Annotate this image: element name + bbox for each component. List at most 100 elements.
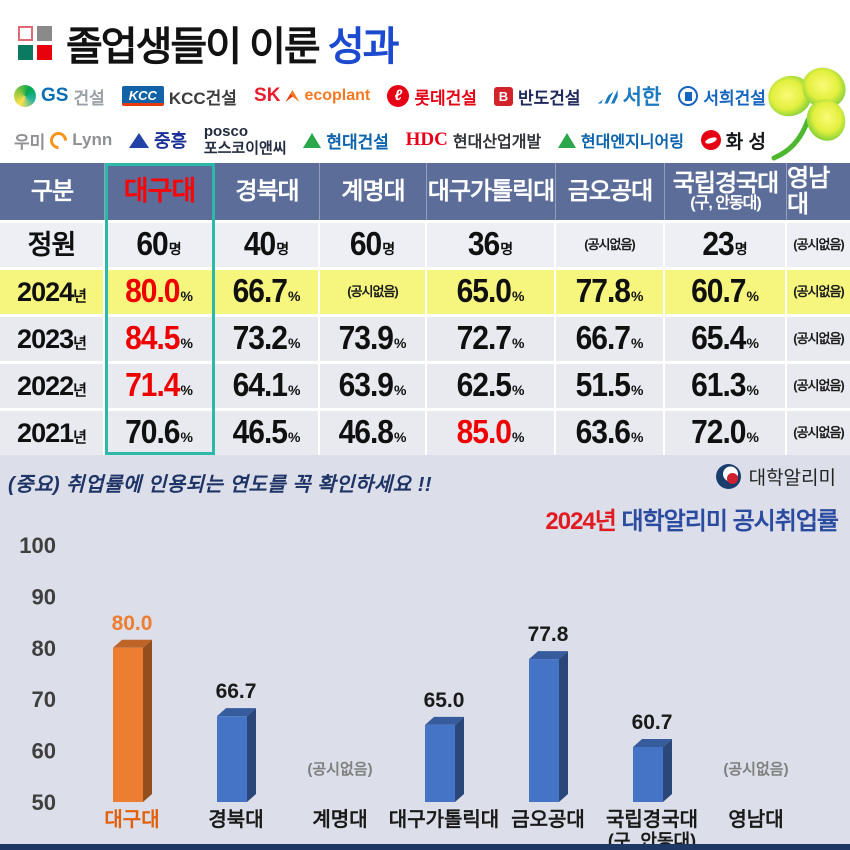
bar-category-label: 국립경국대 bbox=[606, 808, 698, 831]
bar-side-face bbox=[559, 651, 568, 802]
logo-item: 현대엔지니어링 bbox=[557, 128, 684, 152]
page-title-black: 졸업생들이 이룬 bbox=[66, 25, 328, 69]
employment-table: 구분 대구대 경북대 계명대 대구가톨릭대 금오공대 국립경국대 (구, 안동대) 영남대 정원 6… bbox=[0, 163, 850, 455]
bar-value-label: 77.8 bbox=[528, 623, 569, 646]
logo-text: 현대엔지니어링 bbox=[580, 134, 684, 151]
table-row: 2024년 80.0% 66.7% (공시없음) 65.0% 77.8% 60.7% (공시없… bbox=[0, 267, 850, 314]
logo-text: posco 포스코이앤씨 bbox=[203, 123, 287, 157]
logo-text: KCC건설 bbox=[168, 88, 237, 108]
partner-logos-row1: GS 건설 KCC KCC건설 SK ecoplant ℓ 롯데건설 B 반도건설 서한 서희건설 bbox=[14, 76, 766, 116]
logo-item: B 반도건설 bbox=[494, 84, 581, 109]
gs-icon bbox=[14, 85, 36, 107]
title-logo bbox=[18, 26, 52, 60]
logo-item: 화 성 bbox=[700, 127, 766, 154]
partner-logos: GS 건설 KCC KCC건설 SK ecoplant ℓ 롯데건설 B 반도건설 서한 서희건설 우… bbox=[14, 76, 766, 164]
table-cell: 36 명 bbox=[427, 223, 556, 267]
bar-value-label: 80.0 bbox=[112, 612, 153, 635]
table-cell: (공시없음) bbox=[320, 270, 427, 314]
tri-icon bbox=[303, 132, 322, 148]
bar-side-face bbox=[663, 739, 672, 802]
logo-text: GS bbox=[41, 85, 69, 106]
table-cell: 66.7% bbox=[215, 270, 320, 314]
bar-value-label: 65.0 bbox=[424, 689, 465, 712]
page-title: 졸업생들이 이룬 성과 bbox=[66, 14, 399, 72]
bar bbox=[217, 716, 247, 802]
logo-square bbox=[18, 26, 33, 41]
bar-category-label: 대구가톨릭대 bbox=[389, 808, 499, 831]
kcc-icon: KCC bbox=[121, 86, 164, 106]
logo-item: KCC KCC건설 bbox=[121, 84, 237, 109]
chart-title: 2024년 대학알리미 공시취업률 bbox=[545, 501, 839, 536]
bar-category-label: 계명대 bbox=[312, 808, 367, 831]
logo-square bbox=[37, 26, 52, 41]
logo-item: ℓ 롯데건설 bbox=[387, 84, 477, 109]
chart-title-year: 2024년 bbox=[545, 508, 616, 535]
employment-chart: 100 90 80 70 60 50 80.0 대구대 66.7 경북대 (공시없음) 계명대 65.0… bbox=[19, 533, 788, 844]
chart-title-rest: 대학알리미 공시취업률 bbox=[615, 508, 839, 535]
column-header: 국립경국대 (구, 안동대) bbox=[665, 163, 787, 220]
logo-item: 서한 bbox=[597, 81, 661, 111]
bar-category-label: 대구대 bbox=[104, 808, 159, 831]
bar-top-face bbox=[113, 639, 152, 648]
table-cell: 62.5% bbox=[427, 364, 556, 408]
table-cell: (공시없음) bbox=[787, 411, 850, 455]
alimi-logo-icon bbox=[715, 464, 741, 489]
table-cell: 60.7% bbox=[665, 270, 787, 314]
bar bbox=[113, 647, 143, 802]
bando-icon: B bbox=[494, 86, 513, 106]
house-icon bbox=[128, 132, 149, 148]
table-cell: 80.0% bbox=[105, 270, 215, 314]
logo-text: 현대건설 bbox=[326, 132, 389, 152]
logo-text: 서희건설 bbox=[703, 88, 766, 108]
table-cell: 60 명 bbox=[105, 223, 215, 267]
bar-category-label: 경북대 bbox=[208, 808, 263, 831]
logo-square bbox=[37, 45, 52, 60]
logo-text: SK bbox=[254, 85, 281, 106]
logo-item: 중흥 bbox=[128, 127, 187, 153]
bar-side-face bbox=[143, 639, 152, 802]
bar-top-face bbox=[529, 651, 568, 660]
bar-value-label: 66.7 bbox=[216, 680, 257, 703]
chart-y-axis-label: 60 bbox=[32, 739, 56, 764]
partner-logos-row2: 우미 Lynn 중흥 posco 포스코이앤씨 현대건설 HDC 현대산업개발 현대엔지니어링 화… bbox=[14, 120, 766, 160]
bar-category-label: 영남대 bbox=[728, 808, 783, 831]
seohan-icon bbox=[597, 88, 618, 104]
chart-y-axis-label: 80 bbox=[32, 636, 56, 661]
row-label: 2021년 bbox=[0, 411, 105, 455]
table-cell: 70.6% bbox=[105, 411, 215, 455]
bar bbox=[529, 659, 559, 802]
table-cell: 46.8% bbox=[320, 411, 427, 455]
table-cell: (공시없음) bbox=[556, 223, 665, 267]
table-cell: 51.5% bbox=[556, 364, 665, 408]
table-row: 2022년 71.4% 64.1% 63.9% 62.5% 51.5% 61.3% (공시없음… bbox=[0, 361, 850, 408]
table-cell: (공시없음) bbox=[787, 317, 850, 361]
title-row: 졸업생들이 이룬 성과 bbox=[18, 14, 399, 72]
table-cell: 65.4% bbox=[665, 317, 787, 361]
logo-item: 우미 Lynn bbox=[14, 127, 113, 153]
bar-top-face bbox=[425, 716, 464, 725]
logo-item: GS 건설 bbox=[14, 84, 105, 109]
umic-icon bbox=[46, 127, 71, 153]
logo-square bbox=[18, 45, 33, 60]
table-cell: 64.1% bbox=[215, 364, 320, 408]
column-header: 계명대 bbox=[320, 163, 427, 220]
lotte-icon: ℓ bbox=[387, 85, 410, 107]
logo-item: posco 포스코이앤씨 bbox=[204, 123, 287, 157]
row-label: 2024년 bbox=[0, 270, 105, 314]
logo-text: 화 성 bbox=[725, 131, 766, 153]
chart-y-axis-label: 100 bbox=[19, 533, 56, 558]
note-text: (중요) 취업률에 인용되는 연도를 꼭 확인하세요 !! bbox=[8, 474, 433, 496]
table-cell: 63.6% bbox=[556, 411, 665, 455]
table-cell: (공시없음) bbox=[787, 364, 850, 408]
table-cell: 73.9% bbox=[320, 317, 427, 361]
table-cell: 61.3% bbox=[665, 364, 787, 408]
bar-side-face bbox=[247, 708, 256, 802]
table-cell: 71.4% bbox=[105, 364, 215, 408]
logo-text: Lynn bbox=[72, 130, 113, 149]
bar-no-data-label: (공시없음) bbox=[307, 761, 372, 778]
table-cell: 66.7% bbox=[556, 317, 665, 361]
column-header: 영남대 bbox=[787, 165, 830, 218]
table-cell: 77.8% bbox=[556, 270, 665, 314]
table-cell: 85.0% bbox=[427, 411, 556, 455]
